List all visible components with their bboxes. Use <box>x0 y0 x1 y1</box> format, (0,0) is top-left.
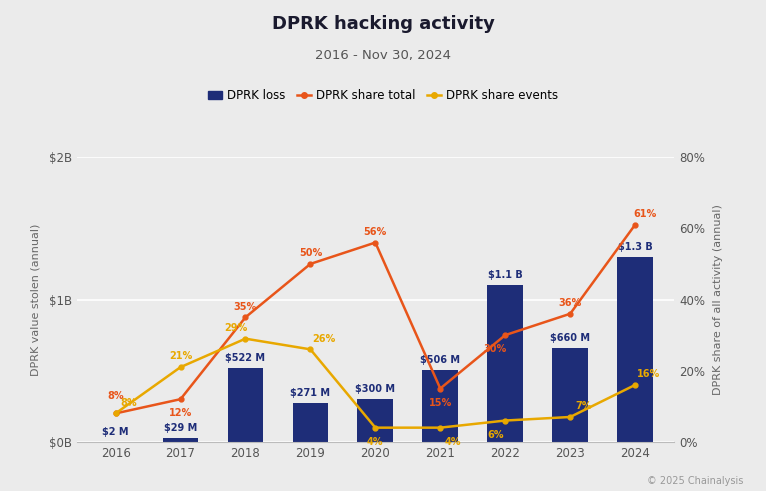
Text: 21%: 21% <box>169 352 192 361</box>
Text: $1.1 B: $1.1 B <box>488 270 522 280</box>
Y-axis label: DPRK value stolen (annual): DPRK value stolen (annual) <box>31 223 41 376</box>
Text: $2 M: $2 M <box>103 427 129 436</box>
Bar <box>293 403 329 442</box>
Text: 6%: 6% <box>487 430 504 440</box>
Text: 12%: 12% <box>169 409 192 418</box>
Bar <box>162 438 198 442</box>
Text: $300 M: $300 M <box>355 384 395 394</box>
Legend: DPRK loss, DPRK share total, DPRK share events: DPRK loss, DPRK share total, DPRK share … <box>203 84 563 107</box>
Text: 4%: 4% <box>367 437 384 447</box>
Text: 15%: 15% <box>429 398 452 408</box>
Bar <box>552 348 588 442</box>
Text: 8%: 8% <box>107 391 124 401</box>
Text: DPRK hacking activity: DPRK hacking activity <box>272 15 494 33</box>
Text: 29%: 29% <box>224 323 247 333</box>
Bar <box>487 285 523 442</box>
Text: $271 M: $271 M <box>290 388 330 398</box>
Text: $660 M: $660 M <box>550 333 590 343</box>
Text: 35%: 35% <box>234 301 257 312</box>
Text: $522 M: $522 M <box>225 353 266 362</box>
Text: $1.3 B: $1.3 B <box>617 242 653 252</box>
Text: © 2025 Chainalysis: © 2025 Chainalysis <box>647 476 743 486</box>
Text: 4%: 4% <box>445 437 462 447</box>
Text: $506 M: $506 M <box>421 355 460 365</box>
Text: 56%: 56% <box>364 227 387 237</box>
Bar <box>422 370 458 442</box>
Bar <box>228 368 264 442</box>
Text: 36%: 36% <box>558 298 582 308</box>
Text: 8%: 8% <box>120 398 137 408</box>
Y-axis label: DPRK share of all activity (annual): DPRK share of all activity (annual) <box>713 204 723 395</box>
Text: 2016 - Nov 30, 2024: 2016 - Nov 30, 2024 <box>315 49 451 62</box>
Text: 50%: 50% <box>299 248 322 258</box>
Text: 7%: 7% <box>575 401 591 411</box>
Text: 26%: 26% <box>312 334 335 344</box>
Text: 30%: 30% <box>484 344 507 355</box>
Bar <box>617 257 653 442</box>
Text: 16%: 16% <box>637 369 660 379</box>
Bar <box>358 399 393 442</box>
Text: 61%: 61% <box>633 209 656 219</box>
Text: $29 M: $29 M <box>164 423 197 433</box>
